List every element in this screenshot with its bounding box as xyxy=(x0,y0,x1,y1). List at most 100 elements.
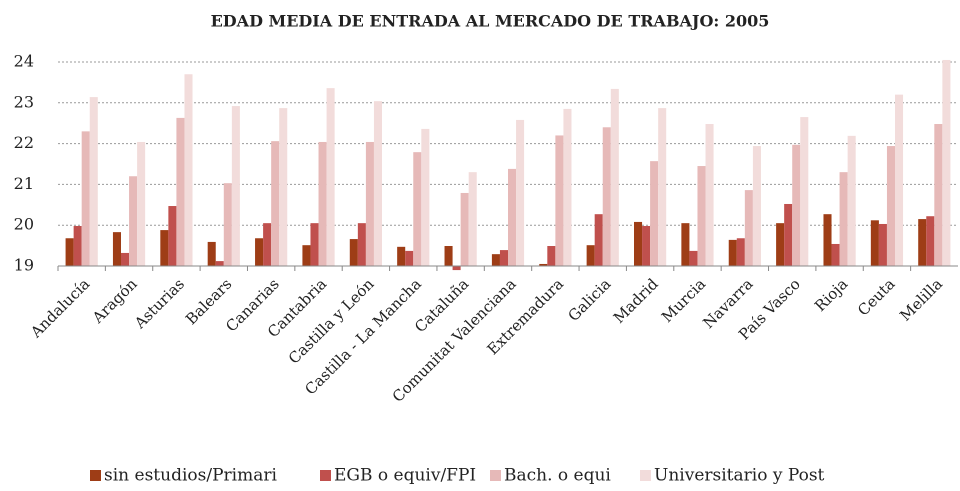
bar xyxy=(373,101,382,266)
bar xyxy=(934,124,943,267)
bar xyxy=(878,223,887,266)
bar xyxy=(547,246,556,266)
x-tick-label: Ceuta xyxy=(854,275,899,320)
x-tick-label: Asturias xyxy=(130,275,188,333)
x-tick-label: Castilla y León xyxy=(285,275,378,368)
bar xyxy=(255,238,264,266)
bar xyxy=(508,168,517,266)
bar xyxy=(318,141,327,266)
bar xyxy=(468,172,477,266)
bar xyxy=(112,232,121,266)
bar xyxy=(870,220,879,266)
legend-swatch xyxy=(490,470,501,481)
legend-swatch xyxy=(320,470,331,481)
chart-title: EDAD MEDIA DE ENTRADA AL MERCADO DE TRAB… xyxy=(211,12,770,31)
bar xyxy=(689,250,698,266)
bar xyxy=(89,97,98,266)
bar xyxy=(736,238,745,266)
legend-label: Universitario y Post xyxy=(654,466,825,486)
bar xyxy=(776,223,785,266)
bar xyxy=(563,108,572,266)
bar xyxy=(594,214,603,266)
legend-swatch xyxy=(640,470,651,481)
x-tick-label: Rioja xyxy=(811,275,851,315)
bar xyxy=(184,74,193,267)
legend-swatch xyxy=(90,470,101,481)
bar xyxy=(586,245,595,266)
y-tick-label: 23 xyxy=(14,92,34,111)
bar xyxy=(421,128,430,266)
legend-label: EGB o equiv/FPI xyxy=(334,466,476,486)
x-tick-label: Galicia xyxy=(564,275,614,325)
bar xyxy=(405,250,414,266)
legend-label: Bach. o equi xyxy=(504,466,611,486)
bar xyxy=(491,254,500,266)
bar xyxy=(839,172,848,266)
bar xyxy=(460,192,469,266)
bar xyxy=(744,190,753,266)
bar xyxy=(499,250,508,266)
bar xyxy=(918,219,927,266)
bar xyxy=(349,239,358,266)
bar xyxy=(634,221,643,266)
legend-label: sin estudios/Primari xyxy=(104,466,277,486)
bar xyxy=(357,223,366,266)
bar xyxy=(516,119,525,266)
bar xyxy=(444,246,453,266)
bar xyxy=(168,206,177,266)
x-tick-label: Andalucía xyxy=(26,275,93,342)
x-tick-label: Melilla xyxy=(896,275,946,325)
bar xyxy=(895,94,904,266)
y-tick-label: 24 xyxy=(14,52,34,71)
bar xyxy=(650,161,659,266)
y-tick-label: 22 xyxy=(14,133,34,152)
bar xyxy=(728,239,737,266)
bar xyxy=(886,146,895,266)
bar xyxy=(823,214,832,266)
bar xyxy=(271,141,280,266)
bar xyxy=(207,241,216,266)
bar xyxy=(215,261,224,266)
y-tick-label: 21 xyxy=(14,174,34,193)
bar xyxy=(942,59,951,267)
bar xyxy=(65,238,74,266)
bar xyxy=(539,263,548,266)
bar xyxy=(137,141,146,266)
bar xyxy=(800,117,809,266)
bar xyxy=(121,252,130,266)
bar xyxy=(263,223,272,266)
bar xyxy=(926,216,935,266)
y-tick-label: 20 xyxy=(14,215,34,234)
bar xyxy=(697,166,706,266)
bar xyxy=(705,124,714,267)
bar xyxy=(555,135,564,266)
bar xyxy=(784,203,793,266)
bar xyxy=(847,135,856,266)
x-tick-label: Madrid xyxy=(610,275,662,327)
bar xyxy=(129,176,138,266)
bar xyxy=(610,88,619,266)
bar xyxy=(752,146,761,266)
bar xyxy=(658,108,667,266)
bar xyxy=(223,183,232,266)
bar xyxy=(73,226,82,266)
bar xyxy=(681,223,690,266)
bar xyxy=(279,108,288,266)
bar xyxy=(81,131,90,266)
bar xyxy=(397,246,406,266)
bar xyxy=(452,266,461,271)
bar xyxy=(831,243,840,266)
bar xyxy=(160,230,169,266)
bar xyxy=(642,226,651,266)
bar xyxy=(365,141,374,266)
bar xyxy=(231,106,240,267)
bar xyxy=(302,245,311,266)
bar xyxy=(413,152,422,266)
y-tick-label: 19 xyxy=(14,256,34,275)
bar xyxy=(792,144,801,266)
bar xyxy=(602,127,611,266)
bar xyxy=(310,223,319,266)
bar xyxy=(176,117,185,267)
bar xyxy=(326,88,335,266)
